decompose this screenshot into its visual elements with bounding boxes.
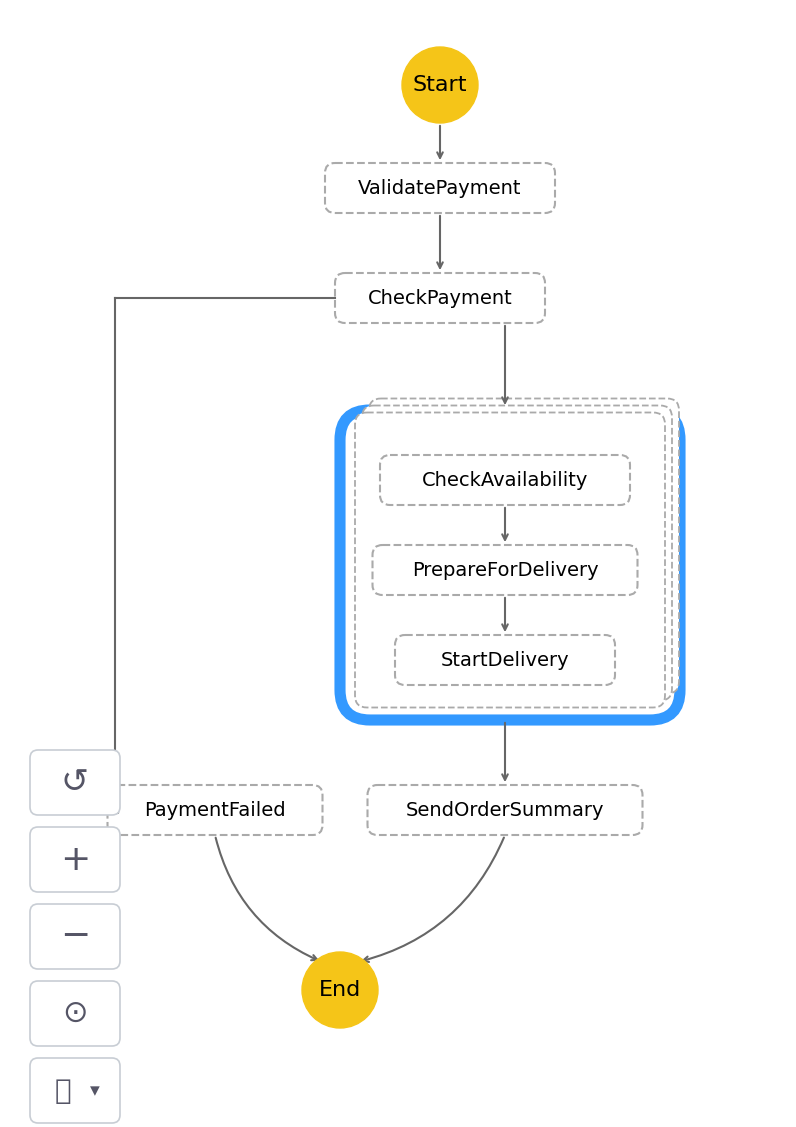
Text: ValidatePayment: ValidatePayment — [358, 178, 521, 197]
FancyBboxPatch shape — [395, 635, 615, 685]
Text: +: + — [60, 843, 90, 877]
Circle shape — [302, 952, 378, 1028]
FancyBboxPatch shape — [368, 786, 642, 835]
FancyBboxPatch shape — [362, 406, 672, 701]
Text: StartDelivery: StartDelivery — [441, 650, 569, 669]
FancyBboxPatch shape — [30, 1058, 120, 1122]
Text: PrepareForDelivery: PrepareForDelivery — [412, 560, 599, 579]
FancyBboxPatch shape — [355, 412, 665, 708]
FancyBboxPatch shape — [30, 749, 120, 815]
FancyBboxPatch shape — [335, 273, 545, 323]
FancyBboxPatch shape — [30, 827, 120, 891]
Text: PaymentFailed: PaymentFailed — [144, 800, 286, 819]
Text: −: − — [60, 920, 90, 953]
FancyBboxPatch shape — [373, 545, 638, 595]
Text: End: End — [319, 980, 361, 1000]
Text: ⊙: ⊙ — [62, 999, 88, 1028]
FancyBboxPatch shape — [107, 786, 322, 835]
Text: ⤓: ⤓ — [55, 1076, 72, 1104]
FancyBboxPatch shape — [340, 410, 680, 720]
Circle shape — [402, 47, 478, 123]
Text: SendOrderSummary: SendOrderSummary — [406, 800, 604, 819]
FancyBboxPatch shape — [30, 904, 120, 969]
Text: CheckPayment: CheckPayment — [368, 289, 513, 308]
Text: Start: Start — [413, 76, 467, 95]
Text: ↺: ↺ — [61, 766, 89, 799]
FancyBboxPatch shape — [369, 399, 679, 693]
Text: CheckAvailability: CheckAvailability — [422, 470, 588, 489]
FancyBboxPatch shape — [380, 455, 630, 505]
FancyBboxPatch shape — [325, 163, 555, 213]
Text: ▾: ▾ — [90, 1081, 100, 1100]
FancyBboxPatch shape — [30, 980, 120, 1046]
